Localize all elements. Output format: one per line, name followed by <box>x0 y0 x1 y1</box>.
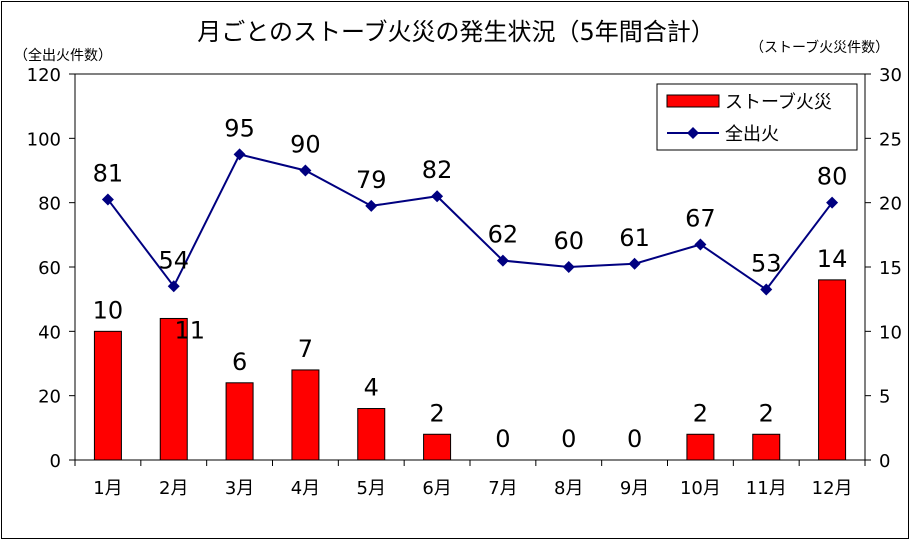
line-data-label: 54 <box>158 246 189 274</box>
line-point <box>628 257 641 270</box>
legend-label-bar: ストーブ火災 <box>725 91 832 113</box>
left-tick-label: 100 <box>27 129 61 150</box>
line-data-label: 67 <box>685 204 716 232</box>
x-tick-label: 10月 <box>680 478 721 499</box>
left-tick-label: 20 <box>38 387 61 408</box>
line-data-label: 95 <box>224 114 255 142</box>
x-tick-label: 5月 <box>357 478 386 499</box>
line-data-label: 79 <box>356 166 387 194</box>
bar-data-label: 14 <box>817 245 848 273</box>
bar <box>291 369 320 461</box>
right-tick-label: 5 <box>879 387 890 408</box>
right-tick-label: 25 <box>879 129 902 150</box>
bar-data-label: 2 <box>759 399 774 427</box>
x-tick-label: 12月 <box>812 478 853 499</box>
bar <box>225 382 254 461</box>
left-tick-label: 120 <box>27 65 61 86</box>
left-axis-label: （全出火件数） <box>14 47 112 64</box>
line-point <box>299 164 312 177</box>
x-tick-label: 8月 <box>554 478 583 499</box>
bar-data-label: 0 <box>495 425 510 453</box>
legend-label-line: 全出火 <box>725 124 779 145</box>
right-tick-label: 20 <box>879 194 902 215</box>
line-point <box>233 148 246 161</box>
legend-swatch-bar <box>666 94 720 108</box>
bar-data-label: 7 <box>298 335 313 363</box>
line-point <box>562 261 575 273</box>
x-tick-label: 2月 <box>159 478 188 499</box>
line-data-label: 62 <box>488 221 519 249</box>
x-tick-label: 6月 <box>422 478 451 499</box>
legend-marker <box>687 127 699 139</box>
bar-data-label: 2 <box>429 399 444 427</box>
line-point <box>101 193 114 206</box>
right-tick-label: 15 <box>879 258 902 279</box>
left-tick-label: 80 <box>38 194 61 215</box>
left-tick-label: 40 <box>38 322 61 343</box>
x-tick-label: 9月 <box>620 478 649 499</box>
line-data-label: 60 <box>553 227 584 255</box>
line-point <box>167 280 180 293</box>
left-tick-label: 60 <box>38 258 61 279</box>
line-point <box>365 199 378 212</box>
line-data-label: 80 <box>817 163 848 191</box>
left-tick-label: 0 <box>50 451 61 472</box>
bar <box>752 433 781 461</box>
line-data-label: 82 <box>422 156 453 184</box>
line-data-label: 61 <box>619 224 650 252</box>
bar <box>357 408 386 461</box>
x-tick-label: 4月 <box>291 478 320 499</box>
line-point <box>496 254 509 267</box>
line-data-label: 53 <box>751 250 782 278</box>
line-point <box>826 196 839 209</box>
line-data-label: 90 <box>290 131 321 159</box>
line-point <box>760 283 773 296</box>
bar <box>818 279 847 461</box>
bar-data-label: 0 <box>627 425 642 453</box>
bar-data-label: 4 <box>364 374 379 402</box>
line-point <box>694 238 707 251</box>
bar <box>686 433 715 461</box>
chart-title: 月ごとのストーブ火災の発生状況（5年間合計） <box>197 18 715 46</box>
bar <box>93 330 122 461</box>
line-data-label: 81 <box>93 159 124 187</box>
line-series <box>107 153 833 291</box>
x-tick-label: 7月 <box>488 478 517 499</box>
x-tick-label: 3月 <box>225 478 254 499</box>
bar-data-label: 11 <box>174 316 205 344</box>
bar-data-label: 2 <box>693 399 708 427</box>
right-tick-label: 0 <box>879 451 890 472</box>
bar-data-label: 0 <box>561 425 576 453</box>
bar <box>423 433 452 461</box>
bar <box>159 317 188 461</box>
line-point <box>431 190 444 203</box>
right-tick-label: 30 <box>879 65 902 86</box>
bar-data-label: 6 <box>232 348 247 376</box>
right-tick-label: 10 <box>879 322 902 343</box>
bar-data-label: 10 <box>93 296 124 324</box>
right-axis-label: （ストーブ火災件数） <box>750 39 889 56</box>
x-tick-label: 1月 <box>93 478 122 499</box>
x-tick-label: 11月 <box>746 478 787 499</box>
